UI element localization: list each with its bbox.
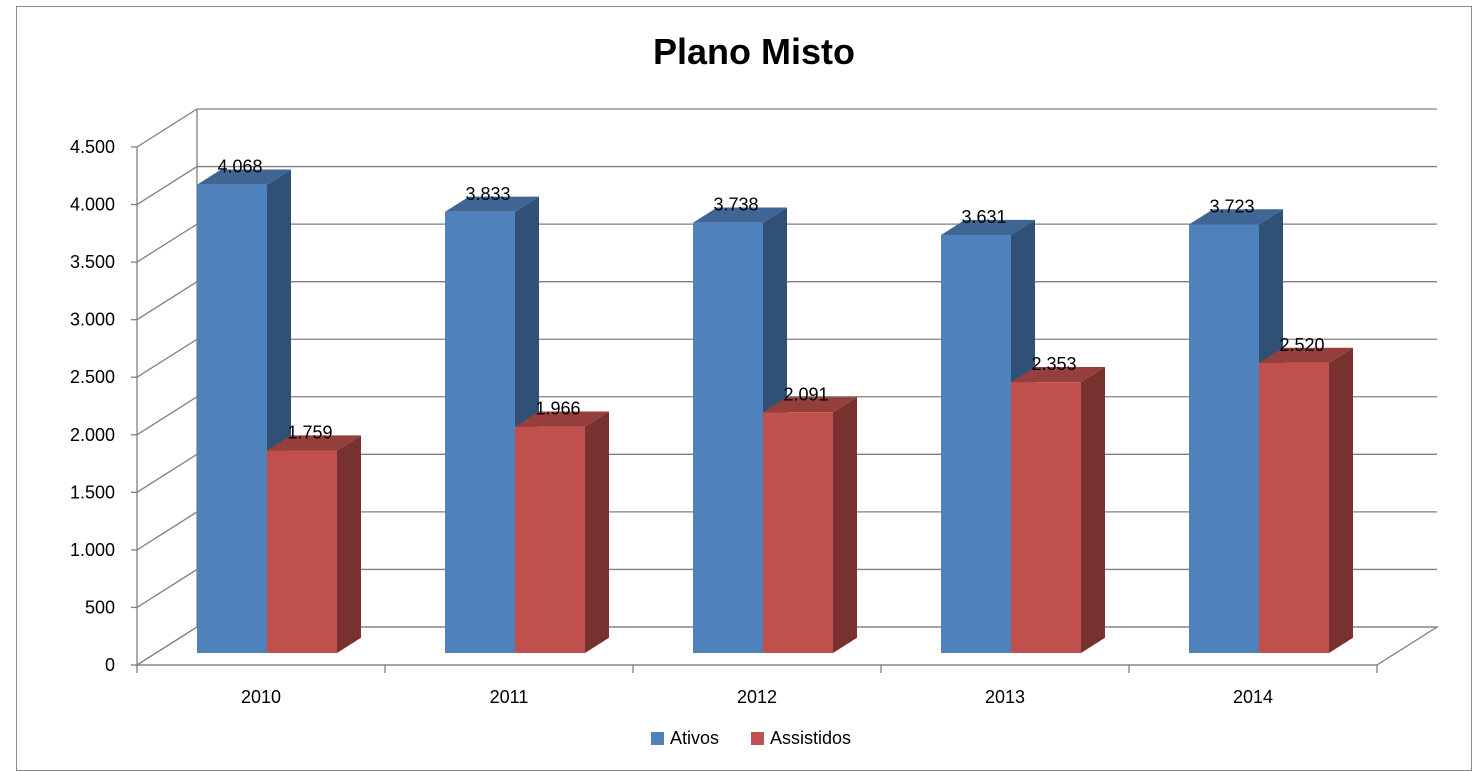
bar-front <box>1189 224 1259 653</box>
y-axis-tick-labels: 0 500 1.000 1.500 2.000 2.500 3.000 3.500 4.000 4… <box>70 137 115 675</box>
x-tick-label: 2013 <box>985 687 1025 707</box>
data-label-ativos: 3.723 <box>1209 196 1254 216</box>
bar-ativos-2014 <box>1189 209 1283 653</box>
y-tick-label: 3.500 <box>70 252 115 272</box>
bar-side <box>1329 347 1353 653</box>
data-label-ativos: 4.068 <box>217 157 262 177</box>
data-label-ativos: 3.833 <box>465 184 510 204</box>
data-label-assistidos: 2.091 <box>783 384 828 404</box>
legend-item-assistidos: Assistidos <box>751 728 851 748</box>
y-tick-label: 4.500 <box>70 137 115 157</box>
bar-front <box>515 426 585 653</box>
bar-top <box>763 397 857 413</box>
bar-top <box>1011 366 1105 383</box>
legend-label: Ativos <box>670 728 719 748</box>
bars <box>197 169 1353 654</box>
chart-title: Plano Misto <box>653 31 855 72</box>
data-label-assistidos: 2.520 <box>1279 335 1324 355</box>
bar-side <box>337 435 361 653</box>
bar-assistidos-2011 <box>515 411 609 653</box>
data-labels: 4.068 1.759 3.833 1.966 3.738 2.091 3.631 2.353… <box>217 157 1324 443</box>
y-tick-label: 3.000 <box>70 310 115 330</box>
y-tick-label: 0 <box>105 655 115 675</box>
bar-front <box>693 222 763 653</box>
x-tick-label: 2012 <box>737 687 777 707</box>
bar-top <box>1259 347 1353 363</box>
bar-assistidos-2012 <box>763 397 857 653</box>
bar-ativos-2010 <box>197 169 291 653</box>
gridline <box>136 165 1437 206</box>
y-tick-label: 1.000 <box>70 540 115 560</box>
bar-front <box>1011 382 1081 653</box>
legend-swatch <box>751 732 764 745</box>
bar-top <box>515 411 609 427</box>
data-label-assistidos: 1.759 <box>287 423 332 443</box>
data-label-ativos: 3.631 <box>961 207 1006 227</box>
bar-side <box>833 397 857 653</box>
data-label-assistidos: 2.353 <box>1031 354 1076 374</box>
x-tick-label: 2014 <box>1233 687 1273 707</box>
bar-assistidos-2010 <box>267 435 361 653</box>
x-axis-tick-labels: 2010 2011 2012 2013 2014 <box>241 687 1273 707</box>
legend: Ativos Assistidos <box>651 728 851 748</box>
x-tick-label: 2010 <box>241 687 281 707</box>
bar-side <box>585 411 609 653</box>
legend-swatch <box>651 732 664 745</box>
bar-front <box>445 211 515 653</box>
bar-assistidos-2014 <box>1259 347 1353 653</box>
bar-top <box>1189 209 1283 225</box>
bar-side <box>1081 366 1105 653</box>
bar-front <box>197 184 267 653</box>
data-label-ativos: 3.738 <box>713 195 758 215</box>
bar-top <box>693 207 787 223</box>
gridline <box>136 108 1437 148</box>
y-tick-label: 2.500 <box>70 367 115 387</box>
bar-ativos-2011 <box>445 196 539 654</box>
bar-top <box>941 219 1035 236</box>
bar-front <box>941 235 1011 653</box>
bar-top <box>445 196 539 212</box>
y-tick-label: 2.000 <box>70 425 115 445</box>
legend-label: Assistidos <box>770 728 851 748</box>
y-tick-label: 4.000 <box>70 195 115 215</box>
legend-item-ativos: Ativos <box>651 728 719 748</box>
bar-front <box>763 412 833 653</box>
bar-top <box>267 435 361 451</box>
bar-front <box>267 450 337 653</box>
bar-top <box>197 169 291 185</box>
x-tick-label: 2011 <box>490 687 529 707</box>
bar-front <box>1259 362 1329 653</box>
y-tick-label: 1.500 <box>70 482 115 502</box>
y-tick-label: 500 <box>85 597 115 617</box>
bar-assistidos-2013 <box>1011 366 1105 653</box>
data-label-assistidos: 1.966 <box>535 399 580 419</box>
